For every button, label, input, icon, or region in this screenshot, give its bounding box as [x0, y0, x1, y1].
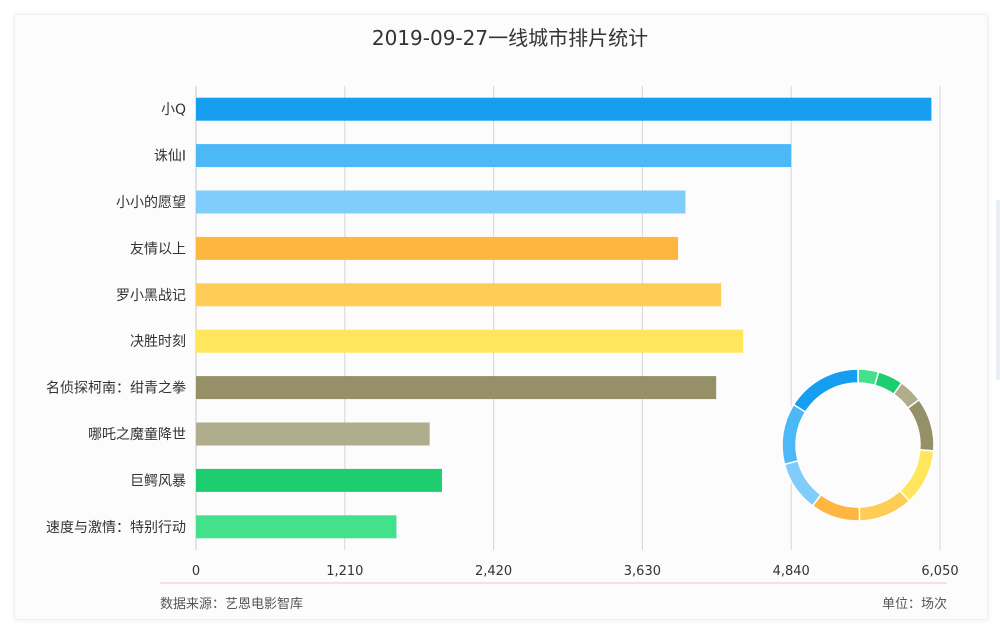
bar[interactable] [196, 97, 932, 121]
donut-segment[interactable] [858, 489, 911, 522]
donut-chart [781, 368, 935, 522]
bar[interactable] [196, 283, 722, 307]
category-label: 哪吒之魔童降世 [88, 426, 186, 443]
x-tick-labels: 0 1,210 2,420 3,630 4,840 6,050 [192, 564, 959, 579]
category-labels: 小Q 诛仙Ⅰ 小小的愿望友情以上罗小黑战记决胜时刻名侦探柯南：绀青之拳哪吒之魔童降世… [46, 102, 186, 536]
category-label: 友情以上 [130, 241, 186, 257]
donut-segment[interactable] [781, 403, 807, 466]
bar[interactable] [196, 515, 397, 539]
page-edge-strip [996, 200, 1000, 380]
unit-label: 单位：场次 [882, 596, 947, 612]
x-tick-label: 4,840 [773, 564, 810, 579]
x-tick-label: 0 [192, 564, 200, 579]
bar[interactable] [196, 236, 679, 260]
x-tick-label: 3,630 [624, 564, 661, 579]
bar[interactable] [196, 422, 430, 446]
x-tick-label: 1,210 [326, 564, 363, 579]
bar[interactable] [196, 376, 717, 400]
donut-segment[interactable] [811, 493, 861, 522]
category-label: 小Q [161, 102, 186, 118]
category-label: 罗小黑战记 [116, 288, 186, 304]
chart-title: 2019-09-27一线城市排片统计 [372, 26, 648, 50]
category-label: 巨鳄风暴 [130, 473, 186, 489]
donut-segment[interactable] [792, 368, 859, 414]
donut-segment[interactable] [783, 459, 822, 507]
category-label: 速度与激情：特别行动 [46, 519, 186, 536]
x-tick-label: 2,420 [475, 564, 512, 579]
bars [196, 97, 932, 539]
data-source: 数据来源：艺恩电影智库 [160, 596, 303, 612]
bar[interactable] [196, 329, 744, 353]
donut-segment[interactable] [906, 398, 935, 452]
donut-segment[interactable] [898, 449, 935, 503]
category-label: 诛仙Ⅰ [154, 149, 186, 165]
category-label: 名侦探柯南：绀青之拳 [46, 381, 186, 397]
bar[interactable] [196, 468, 442, 492]
bar[interactable] [196, 190, 686, 214]
category-label: 小小的愿望 [116, 195, 186, 211]
category-label: 决胜时刻 [130, 334, 186, 350]
bar[interactable] [196, 144, 792, 168]
x-tick-label: 6,050 [921, 564, 958, 579]
